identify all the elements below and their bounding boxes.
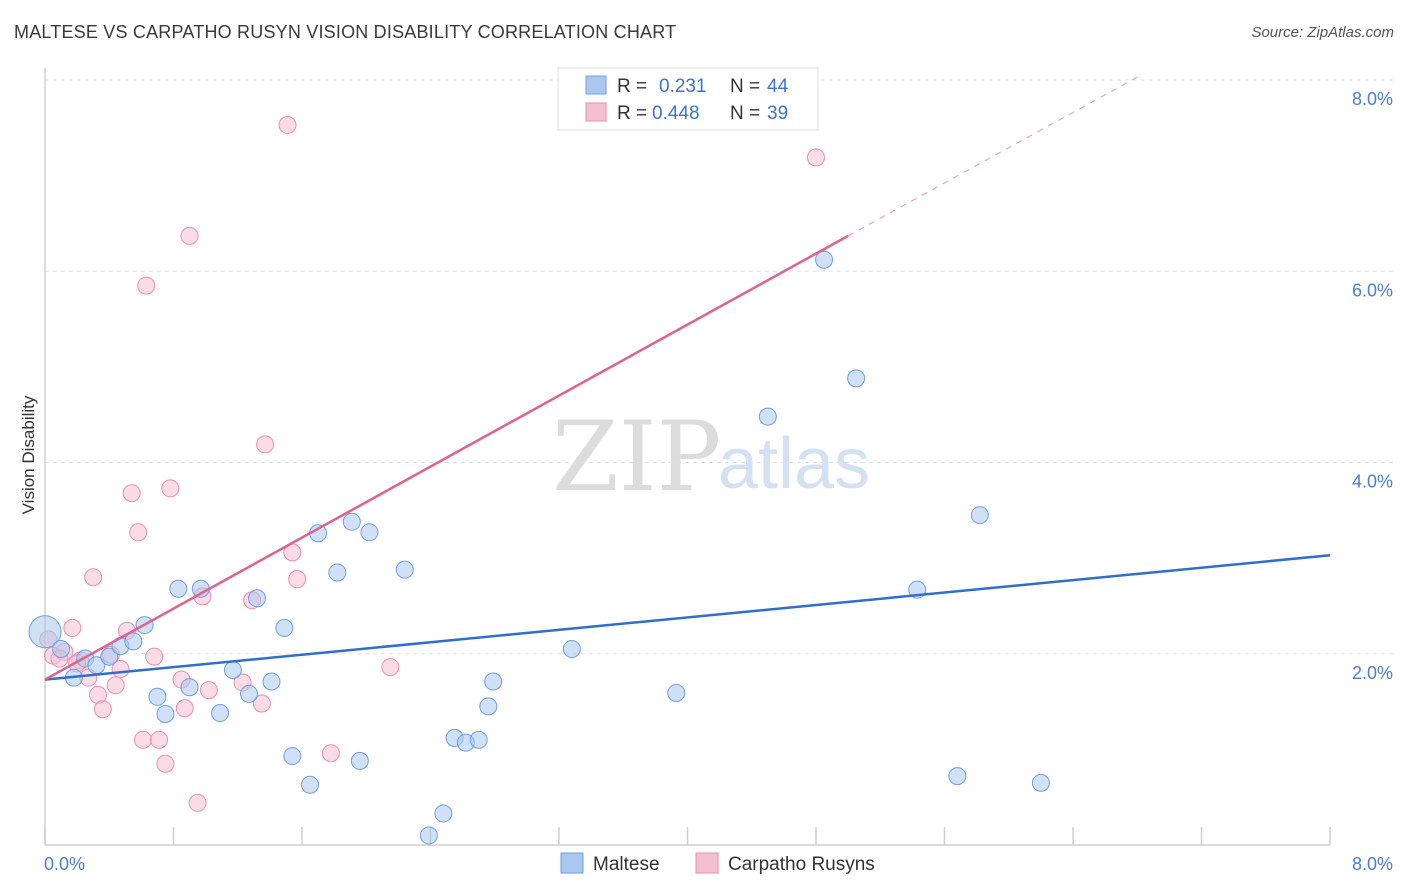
legend-n-label-1: N = <box>730 76 760 97</box>
maltese-point-32 <box>469 730 488 749</box>
maltese-point-35 <box>562 639 581 658</box>
maltese-point-18 <box>262 672 281 691</box>
legend-n-label-2: N = <box>730 103 760 124</box>
source-label: Source: ZipAtlas.com <box>1251 24 1394 41</box>
maltese-point-29 <box>434 804 453 823</box>
legend-r-label-1: R = <box>617 76 647 97</box>
watermark-zip: ZIP <box>552 401 721 513</box>
x-tick-label-max: 8.0% <box>1352 854 1393 874</box>
trend-lines <box>44 76 1331 681</box>
maltese-point-33 <box>479 697 498 716</box>
rusyn-point-33 <box>321 744 340 763</box>
rusyn-trend-line <box>44 234 849 681</box>
maltese-point-10 <box>156 704 175 723</box>
rusyn-point-5 <box>84 568 103 587</box>
rusyn-point-7 <box>93 700 112 719</box>
y-tick-label-1: 4.0% <box>1352 472 1393 492</box>
maltese-point-43 <box>1031 773 1050 792</box>
bottom-legend-rusyn: Carpatho Rusyns <box>728 854 875 875</box>
maltese-point-9 <box>148 687 167 706</box>
maltese-point-37 <box>758 407 777 426</box>
rusyn-point-12 <box>122 484 141 503</box>
maltese-point-12 <box>180 678 199 697</box>
y-tick-label-3: 8.0% <box>1352 89 1393 109</box>
rusyn-point-25 <box>199 681 218 700</box>
bottom-legend-maltese: Maltese <box>593 854 660 875</box>
rusyn-point-15 <box>137 276 156 295</box>
bottom-legend: Maltese Carpatho Rusyns <box>560 852 875 875</box>
maltese-point-1 <box>52 639 71 658</box>
maltese-point-11 <box>169 579 188 598</box>
maltese-point-41 <box>948 767 967 786</box>
maltese-point-23 <box>328 563 347 582</box>
maltese-point-17 <box>248 589 267 608</box>
maltese-point-24 <box>342 512 361 531</box>
y-axis-label: Vision Disability <box>19 395 38 514</box>
rusyn-point-13 <box>129 523 148 542</box>
maltese-point-27 <box>395 560 414 579</box>
rusyn-point-18 <box>156 754 175 773</box>
rusyn-point-35 <box>807 148 825 167</box>
legend-swatch-maltese <box>585 75 607 95</box>
rusyn-point-17 <box>150 730 169 749</box>
rusyn-point-29 <box>256 435 275 454</box>
y-tick-labels: 2.0% 4.0% 6.0% 8.0% <box>1352 89 1393 683</box>
maltese-point-0 <box>28 615 62 649</box>
watermark-atlas: atlas <box>718 424 870 504</box>
legend-n-value-1: 44 <box>767 76 789 97</box>
y-tick-label-0: 2.0% <box>1352 663 1393 683</box>
y-tick-label-2: 6.0% <box>1352 280 1393 300</box>
bottom-legend-swatch-maltese <box>560 852 584 874</box>
maltese-point-16 <box>239 684 258 703</box>
maltese-point-21 <box>301 775 320 794</box>
legend-r-value-2: 0.448 <box>652 103 700 124</box>
maltese-point-15 <box>223 661 242 680</box>
rusyn-point-2 <box>63 618 82 637</box>
rusyn-point-34 <box>381 658 400 677</box>
maltese-point-19 <box>275 618 294 637</box>
maltese-point-26 <box>360 523 379 542</box>
legend: R = 0.231 N = 44 R = 0.448 N = 39 <box>557 67 819 131</box>
maltese-point-7 <box>124 632 143 651</box>
rusyn-point-14 <box>133 730 152 749</box>
maltese-point-34 <box>484 672 503 691</box>
rusyn-point-30 <box>278 115 297 134</box>
x-tick-label-min: 0.0% <box>44 854 85 874</box>
rusyn-point-23 <box>188 793 207 812</box>
rusyn-point-9 <box>106 676 125 695</box>
maltese-point-20 <box>283 747 302 766</box>
maltese-point-36 <box>667 683 686 702</box>
rusyn-point-19 <box>161 479 180 498</box>
x-axis-ticks <box>44 827 1331 845</box>
rusyn-point-21 <box>175 699 194 718</box>
legend-r-label-2: R = <box>617 103 647 124</box>
legend-swatch-rusyn <box>585 102 607 122</box>
maltese-point-39 <box>847 369 866 388</box>
rusyn-point-28 <box>252 694 271 713</box>
rusyn-point-32 <box>288 570 307 589</box>
maltese-point-42 <box>970 506 989 525</box>
legend-n-value-2: 39 <box>767 103 788 124</box>
maltese-point-14 <box>211 704 230 723</box>
maltese-trend-line <box>44 554 1331 681</box>
data-points <box>28 115 1050 845</box>
legend-r-value-1: 0.231 <box>659 76 707 97</box>
chart-title: MALTESE VS CARPATHO RUSYN VISION DISABIL… <box>14 22 677 42</box>
maltese-point-5 <box>100 647 119 666</box>
maltese-point-38 <box>815 250 834 269</box>
bottom-legend-swatch-rusyn <box>695 852 719 874</box>
maltese-point-25 <box>350 751 369 770</box>
rusyn-point-16 <box>145 647 164 666</box>
rusyn-point-22 <box>180 226 199 245</box>
maltese-point-28 <box>419 826 438 845</box>
rusyn-trend-line-extension <box>847 76 1138 237</box>
